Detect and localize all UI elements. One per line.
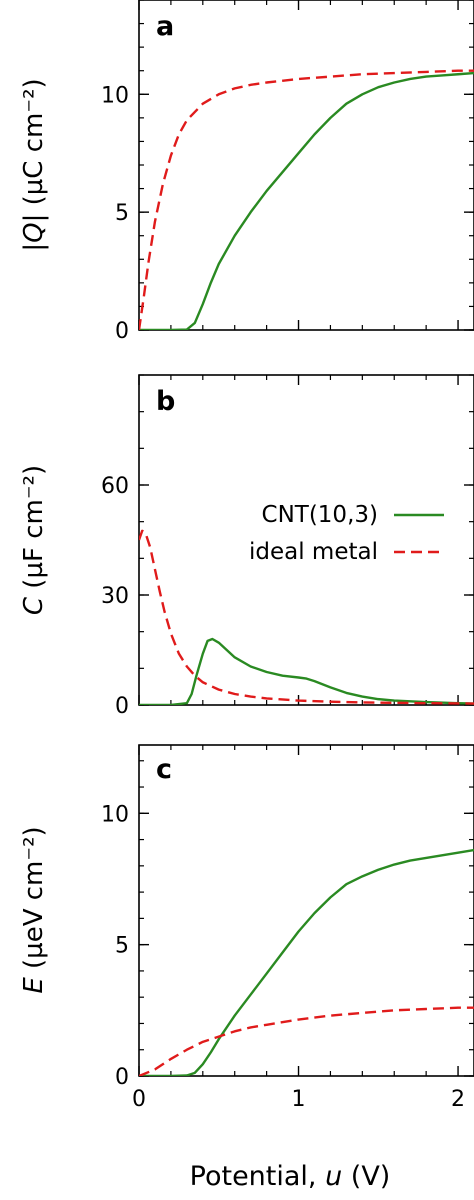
panel-a: 0 5 10 a |Q| (µC cm⁻²) <box>19 0 474 344</box>
x-tick-label: 1 <box>292 1087 306 1112</box>
legend-cnt-label: CNT(10,3) <box>262 502 378 528</box>
panel-b-cnt-line <box>139 637 474 705</box>
x-axis-label-prefix: Potential, <box>190 1161 325 1192</box>
panel-c-y-tick-label: 10 <box>101 802 129 827</box>
panel-c: 0 5 10 c E (µeV cm⁻²) <box>19 744 474 1090</box>
panel-b: 0 30 60 b C (µF cm⁻²) CNT(10,3) ideal meta… <box>19 374 474 719</box>
panel-b-ideal-metal-line <box>139 529 474 705</box>
panel-a-plot <box>139 69 474 330</box>
panel-c-y-tick-label: 0 <box>115 1065 129 1090</box>
panel-a-ticklabels: 0 5 10 <box>101 83 129 344</box>
panel-c-ticklabels: 0 5 10 <box>101 802 129 1090</box>
x-axis-label-suffix: (V) <box>342 1161 390 1192</box>
legend-metal-label: ideal metal <box>249 539 378 565</box>
panel-a-ylabel-unit: (µC cm⁻²) <box>19 78 49 213</box>
panel-b-y-tick-label: 60 <box>101 474 129 499</box>
panel-a-y-tick-label: 5 <box>115 201 129 226</box>
panel-c-letter: c <box>156 754 172 785</box>
panel-a-ylabel-var: |Q| <box>19 214 49 252</box>
panel-c-cnt-line <box>139 848 474 1076</box>
panel-c-y-tick-label: 5 <box>115 934 129 959</box>
panel-b-ticklabels: 0 30 60 <box>101 474 129 719</box>
panel-c-plot <box>139 848 474 1076</box>
panel-c-ticks <box>138 745 474 1077</box>
panel-c-ylabel-var: E <box>19 977 49 994</box>
panel-c-frame <box>138 744 474 1077</box>
panel-a-frame <box>138 0 474 331</box>
panel-b-y-tick-label: 30 <box>101 584 129 609</box>
x-tick-label: 2 <box>451 1087 465 1112</box>
panel-a-letter: a <box>156 11 174 42</box>
panel-a-y-tick-label: 0 <box>115 319 129 344</box>
panel-a-cnt-line <box>139 71 474 330</box>
panel-b-plot <box>139 529 474 705</box>
panel-b-ylabel-unit: (µF cm⁻²) <box>19 465 49 597</box>
x-ticklabels: 0 1 2 <box>132 1087 465 1112</box>
panel-c-ylabel-unit: (µeV cm⁻²) <box>19 826 49 977</box>
panel-a-ideal-metal-line <box>139 69 474 330</box>
panel-c-ylabel: E (µeV cm⁻²) <box>19 826 49 993</box>
panel-b-y-tick-label: 0 <box>115 694 129 719</box>
panel-c-ideal-metal-line <box>139 1006 474 1076</box>
panel-a-y-tick-label: 10 <box>101 83 129 108</box>
panel-a-ylabel: |Q| (µC cm⁻²) <box>19 78 49 251</box>
x-axis-label: Potential, u (V) <box>190 1161 391 1192</box>
x-axis-label-var: u <box>325 1161 342 1192</box>
x-tick-label: 0 <box>132 1087 146 1112</box>
panel-b-letter: b <box>156 386 175 417</box>
panel-b-ylabel: C (µF cm⁻²) <box>19 465 49 615</box>
panel-a-ticks <box>138 0 474 331</box>
panel-b-ylabel-var: C <box>19 596 49 615</box>
legend: CNT(10,3) ideal metal <box>249 502 444 565</box>
